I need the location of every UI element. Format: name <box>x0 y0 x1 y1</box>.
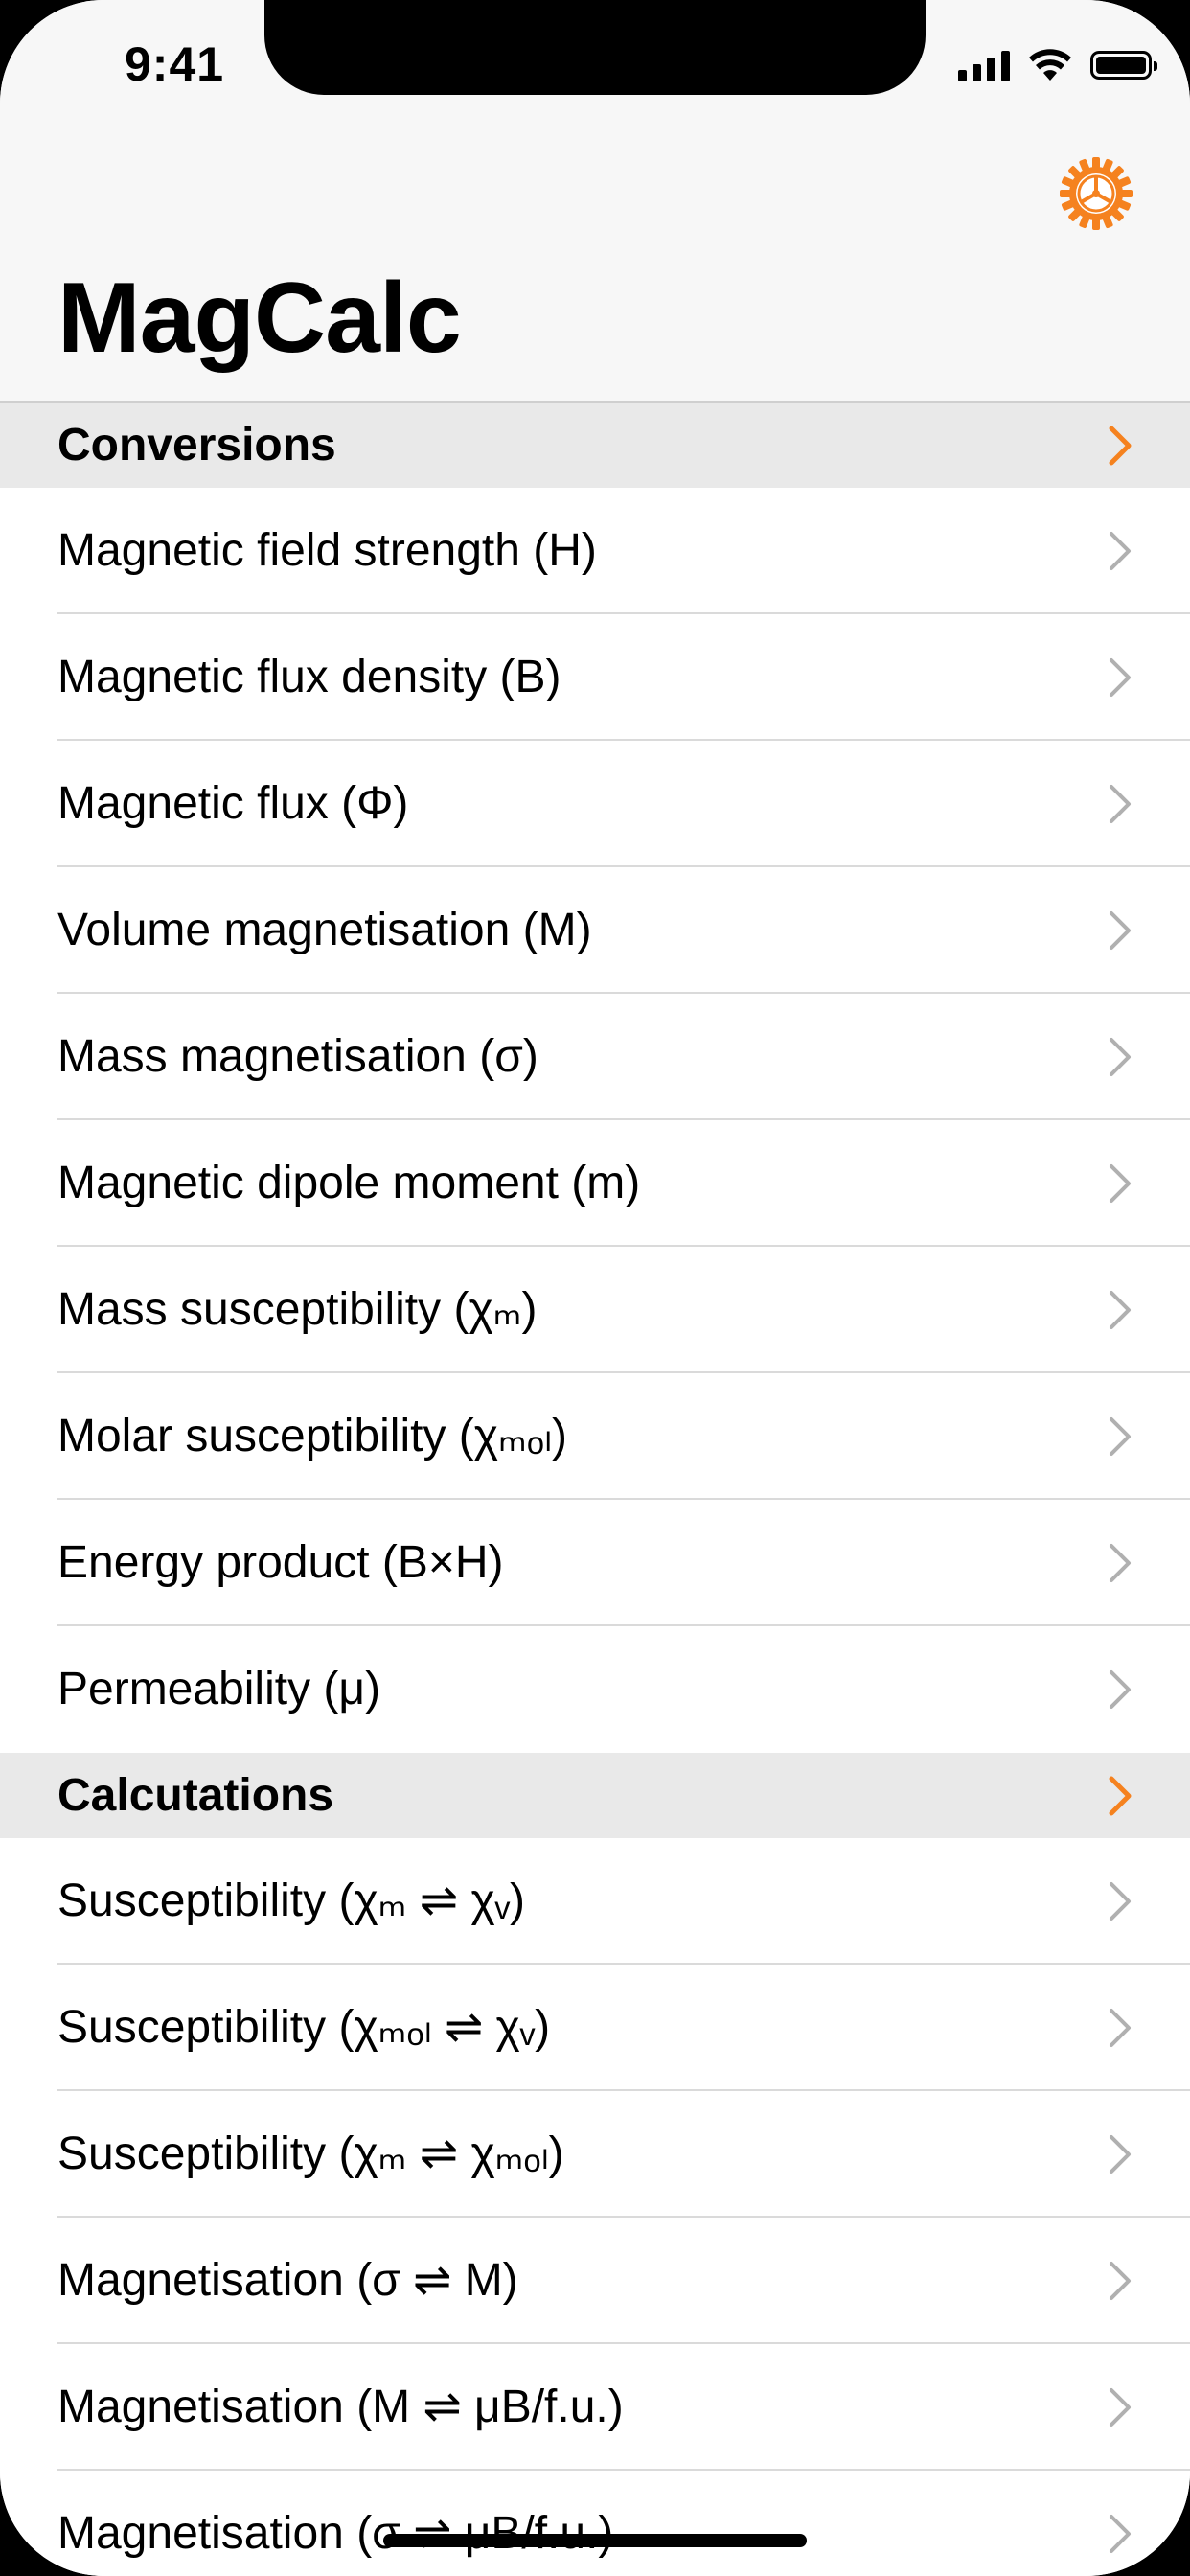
chevron-right-icon <box>1110 532 1131 570</box>
section-header-calculations[interactable]: Calcutations <box>0 1753 1190 1838</box>
separator <box>57 2469 1190 2471</box>
chevron-right-icon <box>1109 1776 1132 1815</box>
list-item[interactable]: Magnetic flux density (B) <box>0 614 1190 741</box>
status-icons <box>958 46 1157 84</box>
chevron-right-icon <box>1110 1417 1131 1456</box>
separator <box>57 865 1190 867</box>
list-item-label: Magnetic dipole moment (m) <box>57 1158 641 1208</box>
separator <box>57 2089 1190 2091</box>
separator <box>57 992 1190 994</box>
calculator-list: Conversions Magnetic field strength (H) … <box>0 402 1190 2576</box>
status-time: 9:41 <box>125 37 225 91</box>
list-item[interactable]: Magnetisation (σ ⇌ M) <box>0 2218 1190 2344</box>
list-item-label: Magnetic flux density (B) <box>57 652 561 702</box>
home-indicator[interactable] <box>383 2534 807 2547</box>
list-item-label: Magnetisation (M ⇌ μB/f.u.) <box>57 2381 624 2432</box>
chevron-right-icon <box>1110 1670 1131 1709</box>
list-item[interactable]: Volume magnetisation (M) <box>0 867 1190 994</box>
chevron-right-icon <box>1110 1544 1131 1582</box>
chevron-right-icon <box>1110 911 1131 950</box>
section-header-conversions[interactable]: Conversions <box>0 402 1190 488</box>
separator <box>57 612 1190 614</box>
chevron-right-icon <box>1110 658 1131 697</box>
separator <box>57 1963 1190 1965</box>
page-title: MagCalc <box>57 263 462 374</box>
separator <box>57 1245 1190 1247</box>
chevron-right-icon <box>1110 2009 1131 2047</box>
list-item-label: Susceptibility (χₘ ⇌ χᵥ) <box>57 1875 526 1926</box>
separator <box>57 1118 1190 1120</box>
chevron-right-icon <box>1110 2135 1131 2174</box>
list-item-label: Energy product (B×H) <box>57 1537 504 1588</box>
section-title: Conversions <box>57 420 336 471</box>
separator <box>57 2216 1190 2218</box>
list-item[interactable]: Magnetisation (M ⇌ μB/f.u.) <box>0 2344 1190 2471</box>
list-item[interactable]: Magnetic flux (Φ) <box>0 741 1190 867</box>
cellular-signal-icon <box>958 49 1010 81</box>
chevron-right-icon <box>1110 1038 1131 1076</box>
list-item[interactable]: Mass magnetisation (σ) <box>0 994 1190 1120</box>
chevron-right-icon <box>1110 2388 1131 2426</box>
battery-icon <box>1090 51 1157 80</box>
list-item[interactable]: Susceptibility (χₘ ⇌ χᵥ) <box>0 1838 1190 1965</box>
list-item-label: Susceptibility (χₘₒₗ ⇌ χᵥ) <box>57 2002 551 2053</box>
list-item-label: Mass susceptibility (χₘ) <box>57 1284 538 1335</box>
device-notch <box>264 0 926 95</box>
list-item[interactable]: Susceptibility (χₘₒₗ ⇌ χᵥ) <box>0 1965 1190 2091</box>
navigation-bar: 9:41 <box>0 0 1190 402</box>
list-item[interactable]: Magnetic field strength (H) <box>0 488 1190 614</box>
list-item-label: Magnetic field strength (H) <box>57 525 597 576</box>
chevron-right-icon <box>1110 1882 1131 1920</box>
list-item-label: Volume magnetisation (M) <box>57 905 592 955</box>
list-item[interactable]: Magnetisation (σ ⇌ μB/f.u.) <box>0 2471 1190 2576</box>
list-item[interactable]: Permeability (μ) <box>0 1626 1190 1753</box>
chevron-right-icon <box>1109 426 1132 465</box>
wifi-icon <box>1029 49 1071 80</box>
list-item-label: Magnetic flux (Φ) <box>57 778 409 829</box>
list-item-label: Susceptibility (χₘ ⇌ χₘₒₗ) <box>57 2128 564 2179</box>
list-item-label: Molar susceptibility (χₘₒₗ) <box>57 1411 567 1461</box>
list-item-label: Magnetisation (σ ⇌ M) <box>57 2255 518 2306</box>
list-item[interactable]: Energy product (B×H) <box>0 1500 1190 1626</box>
separator <box>57 739 1190 741</box>
separator <box>57 1498 1190 1500</box>
list-item[interactable]: Magnetic dipole moment (m) <box>0 1120 1190 1247</box>
list-item[interactable]: Susceptibility (χₘ ⇌ χₘₒₗ) <box>0 2091 1190 2218</box>
section-title: Calcutations <box>57 1770 334 1821</box>
list-item[interactable]: Mass susceptibility (χₘ) <box>0 1247 1190 1373</box>
chevron-right-icon <box>1110 1164 1131 1203</box>
chevron-right-icon <box>1110 2262 1131 2300</box>
separator <box>57 2342 1190 2344</box>
list-item-label: Magnetisation (σ ⇌ μB/f.u.) <box>57 2508 614 2559</box>
separator <box>57 1624 1190 1626</box>
gear-icon[interactable] <box>1060 157 1133 230</box>
list-item[interactable]: Molar susceptibility (χₘₒₗ) <box>0 1373 1190 1500</box>
list-item-label: Mass magnetisation (σ) <box>57 1031 538 1082</box>
separator <box>57 1371 1190 1373</box>
list-item-label: Permeability (μ) <box>57 1664 381 1714</box>
chevron-right-icon <box>1110 2515 1131 2553</box>
chevron-right-icon <box>1110 1291 1131 1329</box>
chevron-right-icon <box>1110 785 1131 823</box>
